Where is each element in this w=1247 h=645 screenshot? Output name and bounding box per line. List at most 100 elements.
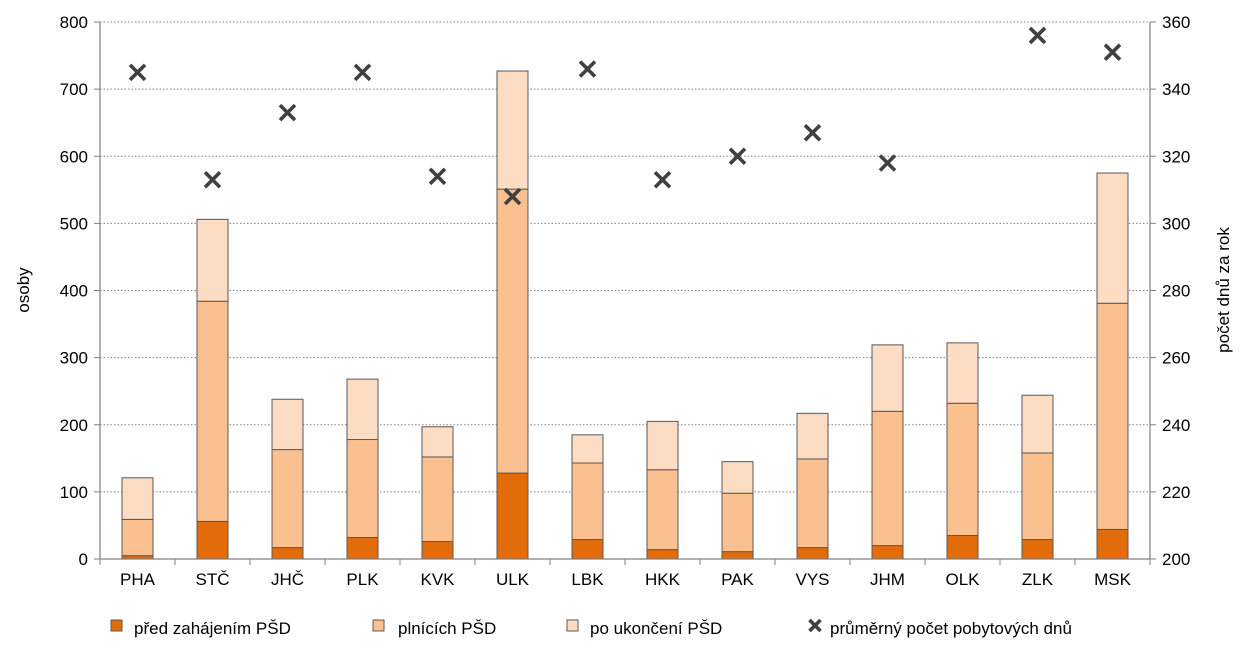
legend-swatch	[372, 619, 385, 632]
y2-tick-label: 320	[1162, 147, 1190, 166]
axes	[94, 21, 1156, 565]
bar-segment-3	[871, 344, 904, 412]
x-tick-label: ZLK	[1022, 570, 1054, 589]
bar-segment-2	[346, 439, 379, 539]
bar-segment-1	[271, 547, 304, 560]
legend-item-1: před zahájením PŠD	[110, 619, 291, 638]
y2-tick-label: 340	[1162, 80, 1190, 99]
bar-segment-2	[1021, 452, 1054, 541]
x-tick-label: STČ	[196, 570, 230, 589]
y2-tick-label: 360	[1162, 13, 1190, 32]
y2-tick-label: 300	[1162, 214, 1190, 233]
bar-segment-2	[946, 402, 979, 537]
bar-segment-3	[346, 378, 379, 441]
y-tick-label: 100	[60, 483, 88, 502]
legend-label: před zahájením PŠD	[134, 619, 291, 638]
bar-segment-1	[346, 537, 379, 560]
bar-segment-3	[271, 398, 304, 451]
legend-swatch	[566, 619, 579, 632]
bar-segment-1	[1096, 528, 1129, 560]
bar-segment-1	[1021, 539, 1054, 560]
x-tick-label: ULK	[496, 570, 530, 589]
markers	[128, 26, 1122, 206]
bar-segment-2	[571, 462, 604, 541]
y-tick-label: 300	[60, 349, 88, 368]
legend-item-3: po ukončení PŠD	[566, 619, 722, 638]
bar-segment-1	[421, 541, 454, 560]
x-tick-label: JHČ	[271, 570, 304, 589]
bar-segment-3	[946, 342, 979, 404]
bar-segment-1	[796, 547, 829, 560]
bars	[121, 70, 1129, 560]
y-tick-label: 800	[60, 13, 88, 32]
x-tick-label: PLK	[346, 570, 379, 589]
x-tick-label: HKK	[645, 570, 681, 589]
scatter-marker	[1103, 43, 1122, 61]
legend-marker	[808, 618, 822, 633]
bar-segment-2	[196, 300, 229, 522]
grid-lines	[100, 21, 1150, 493]
legend-item-4: průměrný počet pobytových dnů	[808, 618, 1072, 638]
bar-segment-3	[796, 412, 829, 460]
bar-segment-3	[1096, 172, 1129, 304]
y2-axis-title: počet dnů za rok	[1214, 227, 1233, 353]
bar-segment-1	[721, 551, 754, 560]
y2-tick-label: 260	[1162, 349, 1190, 368]
scatter-marker	[128, 63, 147, 82]
scatter-marker	[203, 170, 222, 189]
y-tick-label: 0	[79, 550, 88, 569]
scatter-marker	[878, 154, 897, 172]
bar-segment-1	[646, 549, 679, 560]
scatter-marker	[728, 147, 747, 166]
tick-labels: 0 100 200 300 400 500 600 700 800 200 220 240 260 280…	[60, 13, 1191, 589]
x-tick-label: PHA	[120, 570, 156, 589]
scatter-marker	[428, 167, 447, 186]
x-tick-label: MSK	[1094, 570, 1132, 589]
bar-segment-2	[871, 410, 904, 547]
bar-segment-2	[421, 456, 454, 543]
bar-segment-3	[1021, 394, 1054, 454]
y-axis-title: osoby	[14, 267, 33, 313]
bar-segment-2	[496, 188, 529, 474]
y-tick-label: 500	[60, 214, 88, 233]
bar-segment-2	[721, 492, 754, 553]
y2-tick-label: 200	[1162, 550, 1190, 569]
legend-label: po ukončení PŠD	[590, 619, 722, 638]
x-tick-label: VYS	[795, 570, 829, 589]
y-tick-label: 700	[60, 80, 88, 99]
x-tick-label: LBK	[571, 570, 604, 589]
scatter-marker	[1028, 26, 1047, 45]
bar-segment-2	[796, 458, 829, 549]
bar-segment-1	[571, 539, 604, 560]
x-tick-label: OLK	[945, 570, 980, 589]
y2-tick-label: 220	[1162, 483, 1190, 502]
legend-label: průměrný počet pobytových dnů	[830, 619, 1072, 638]
y2-tick-label: 280	[1162, 282, 1190, 301]
bar-segment-3	[646, 420, 679, 471]
legend-item-2: plnících PŠD	[372, 619, 496, 638]
scatter-marker	[503, 187, 522, 206]
bar-segment-3	[196, 218, 229, 302]
bar-segment-2	[271, 449, 304, 549]
bar-segment-3	[121, 477, 154, 520]
bar-segment-1	[196, 520, 229, 560]
scatter-marker	[353, 63, 372, 82]
bar-segment-3	[496, 70, 529, 190]
legend-label: plnících PŠD	[398, 619, 496, 638]
bar-segment-1	[946, 535, 979, 560]
y2-tick-label: 240	[1162, 416, 1190, 435]
y-tick-label: 400	[60, 282, 88, 301]
legend-swatch	[110, 619, 123, 632]
x-tick-label: JHM	[870, 570, 905, 589]
scatter-marker	[278, 103, 297, 122]
y-tick-label: 200	[60, 416, 88, 435]
scatter-marker	[803, 123, 822, 142]
bar-segment-1	[871, 545, 904, 560]
x-tick-label: KVK	[420, 570, 455, 589]
scatter-marker	[653, 170, 672, 189]
legend: před zahájením PŠD plnících PŠD po ukončen…	[110, 618, 1072, 638]
bar-segment-3	[421, 426, 454, 458]
y-tick-label: 600	[60, 147, 88, 166]
bar-segment-1	[496, 472, 529, 560]
